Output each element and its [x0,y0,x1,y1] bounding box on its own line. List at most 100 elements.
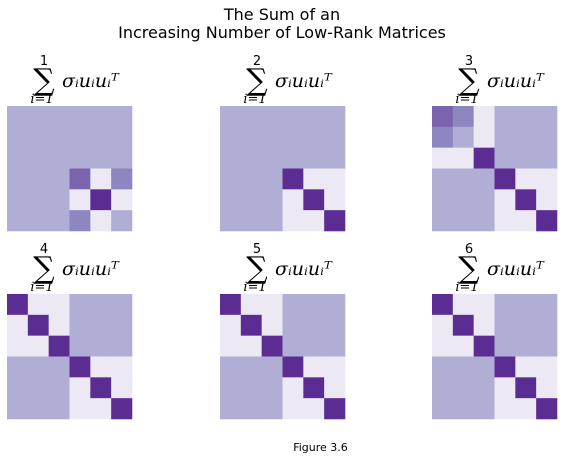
heatmap-cell [27,294,49,316]
heatmap-cell [220,189,242,211]
sum-upper-limit: 5 [253,242,261,257]
heatmap-cell [473,126,495,148]
heatmap-cell [515,314,537,336]
heatmap-cell [282,210,304,232]
heatmap-cell [69,210,91,232]
heatmap-cell [536,377,558,399]
heatmap-cell [111,398,133,420]
heatmap-cell [324,168,346,190]
heatmap-cell [494,398,516,420]
heatmap-cell [111,189,133,211]
heatmap-cell [220,168,242,190]
heatmap-cell [69,314,91,336]
heatmap-cell [240,126,262,148]
heatmap-cell [220,126,242,148]
heatmap-cell [240,398,262,420]
summand-label: σᵢuᵢuᵢᵀ [487,70,545,92]
heatmap-cell [473,189,495,211]
heatmap-cell [452,189,474,211]
heatmap-cell [27,314,49,336]
heatmap-cell [69,335,91,357]
heatmap-cell [220,398,242,420]
heatmap-cell [452,314,474,336]
heatmap-cell [48,106,70,128]
summand-label: σᵢuᵢuᵢᵀ [487,258,545,280]
heatmap-cell [111,335,133,357]
heatmap-cell [261,398,283,420]
sum-symbol: ∑ [33,63,55,98]
sum-lower-limit: i=1 [243,280,266,295]
heatmap-cell [7,398,29,420]
heatmap-cell [27,147,49,169]
heatmap-cell [90,147,112,169]
heatmap-cell [282,398,304,420]
heatmap-cell [432,314,454,336]
heatmap-cell [7,126,29,148]
sum-symbol: ∑ [458,251,480,286]
heatmap-cell [536,314,558,336]
heatmap-cell [452,126,474,148]
heatmap-cell [7,189,29,211]
heatmap-cell [473,335,495,357]
heatmap-cell [48,398,70,420]
heatmap-cell [240,210,262,232]
heatmap-cell [282,335,304,357]
heatmap-cell [282,189,304,211]
heatmap-cell [324,398,346,420]
sum-upper-limit: 3 [465,54,473,69]
heatmap-panel-4: 4∑i=1 σᵢuᵢuᵢᵀ [7,242,133,420]
heatmap-cell [282,377,304,399]
heatmap-panel-5: 5∑i=1 σᵢuᵢuᵢᵀ [220,242,346,420]
heatmap-cell [303,398,325,420]
heatmap-cell [324,356,346,378]
heatmap-cell [452,210,474,232]
heatmap-cell [48,147,70,169]
heatmap-cell [473,398,495,420]
heatmap-cell [536,189,558,211]
heatmap-cell [473,294,495,316]
heatmap-cell [494,294,516,316]
heatmap-cell [536,398,558,420]
heatmap-cell [515,335,537,357]
heatmap-cell [7,106,29,128]
heatmap-cell [27,377,49,399]
heatmap-cell [90,189,112,211]
heatmap-cell [261,356,283,378]
heatmap-cell [240,106,262,128]
heatmap-cell [515,168,537,190]
heatmap-cell [473,106,495,128]
heatmap-cell [452,106,474,128]
heatmap-cell [303,335,325,357]
heatmap-cell [432,106,454,128]
heatmap-cell [515,356,537,378]
sum-lower-limit: i=1 [30,280,53,295]
heatmap-cell [324,210,346,232]
sum-symbol: ∑ [33,251,55,286]
heatmap-cell [27,335,49,357]
heatmap-cell [261,189,283,211]
heatmap-cell [303,377,325,399]
heatmap-cell [432,398,454,420]
heatmap-cell [282,106,304,128]
heatmap-cell [7,377,29,399]
heatmap-cell [111,147,133,169]
sum-lower-limit: i=1 [455,280,478,295]
heatmap-cell [48,210,70,232]
sum-upper-limit: 2 [253,54,261,69]
heatmap-cell [282,314,304,336]
heatmap-cell [473,168,495,190]
heatmap-cell [69,126,91,148]
heatmap-cell [473,210,495,232]
heatmap-cell [452,398,474,420]
summand-label: σᵢuᵢuᵢᵀ [62,70,120,92]
heatmap-cell [432,126,454,148]
heatmap-cell [536,335,558,357]
heatmap-cell [261,106,283,128]
sum-upper-limit: 6 [465,242,473,257]
heatmap-cell [7,147,29,169]
heatmap-cell [90,398,112,420]
heatmap-cell [48,377,70,399]
heatmap-cell [90,314,112,336]
heatmap-cell [240,377,262,399]
heatmap-cell [240,314,262,336]
